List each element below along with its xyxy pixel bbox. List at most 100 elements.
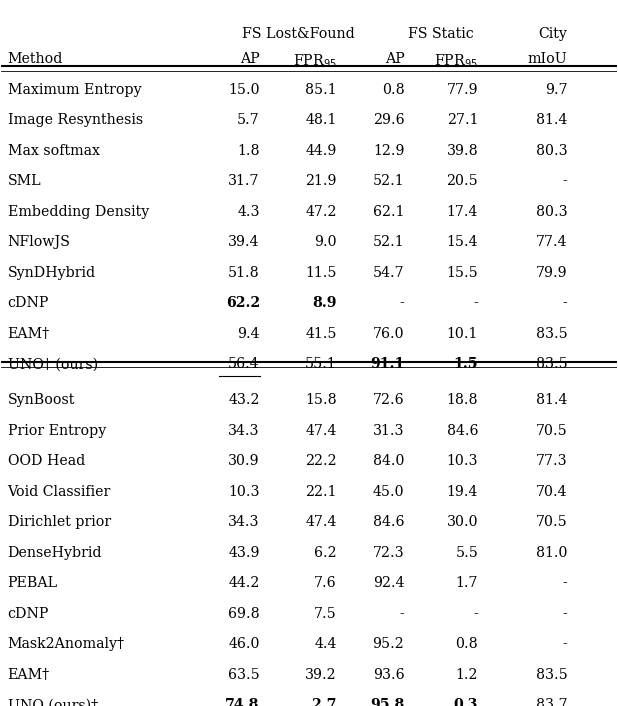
Text: 52.1: 52.1 bbox=[373, 174, 404, 189]
Text: 56.4: 56.4 bbox=[228, 357, 260, 371]
Text: 62.2: 62.2 bbox=[226, 297, 260, 311]
Text: 15.8: 15.8 bbox=[305, 393, 337, 407]
Text: -: - bbox=[473, 297, 478, 311]
Text: 44.2: 44.2 bbox=[229, 576, 260, 590]
Text: UNO (ours)†: UNO (ours)† bbox=[7, 698, 98, 706]
Text: 30.9: 30.9 bbox=[228, 454, 260, 468]
Text: 55.1: 55.1 bbox=[305, 357, 337, 371]
Text: 11.5: 11.5 bbox=[305, 265, 337, 280]
Text: 10.1: 10.1 bbox=[447, 327, 478, 341]
Text: cDNP: cDNP bbox=[7, 606, 49, 621]
Text: 72.6: 72.6 bbox=[373, 393, 404, 407]
Text: Embedding Density: Embedding Density bbox=[7, 205, 149, 219]
Text: 47.4: 47.4 bbox=[305, 515, 337, 530]
Text: -: - bbox=[562, 174, 567, 189]
Text: AP: AP bbox=[384, 52, 404, 66]
Text: 29.6: 29.6 bbox=[373, 113, 404, 127]
Text: 19.4: 19.4 bbox=[447, 484, 478, 498]
Text: 95.8: 95.8 bbox=[370, 698, 404, 706]
Text: 12.9: 12.9 bbox=[373, 144, 404, 157]
Text: 22.2: 22.2 bbox=[305, 454, 337, 468]
Text: 9.7: 9.7 bbox=[545, 83, 567, 97]
Text: 74.8: 74.8 bbox=[226, 698, 260, 706]
Text: 7.6: 7.6 bbox=[314, 576, 337, 590]
Text: DenseHybrid: DenseHybrid bbox=[7, 546, 102, 560]
Text: SML: SML bbox=[7, 174, 41, 189]
Text: 31.3: 31.3 bbox=[373, 424, 404, 438]
Text: 92.4: 92.4 bbox=[373, 576, 404, 590]
Text: 84.6: 84.6 bbox=[373, 515, 404, 530]
Text: 4.3: 4.3 bbox=[237, 205, 260, 219]
Text: 15.4: 15.4 bbox=[447, 235, 478, 249]
Text: 27.1: 27.1 bbox=[447, 113, 478, 127]
Text: 39.4: 39.4 bbox=[228, 235, 260, 249]
Text: 70.5: 70.5 bbox=[536, 515, 567, 530]
Text: 17.4: 17.4 bbox=[447, 205, 478, 219]
Text: 83.5: 83.5 bbox=[536, 327, 567, 341]
Text: 48.1: 48.1 bbox=[305, 113, 337, 127]
Text: 8.9: 8.9 bbox=[312, 297, 337, 311]
Text: 15.5: 15.5 bbox=[446, 265, 478, 280]
Text: PEBAL: PEBAL bbox=[7, 576, 57, 590]
Text: Max softmax: Max softmax bbox=[7, 144, 99, 157]
Text: Method: Method bbox=[7, 52, 63, 66]
Text: cDNP: cDNP bbox=[7, 297, 49, 311]
Text: -: - bbox=[400, 297, 404, 311]
Text: FS Static: FS Static bbox=[408, 28, 474, 42]
Text: 30.0: 30.0 bbox=[447, 515, 478, 530]
Text: SynBoost: SynBoost bbox=[7, 393, 75, 407]
Text: 10.3: 10.3 bbox=[447, 454, 478, 468]
Text: 52.1: 52.1 bbox=[373, 235, 404, 249]
Text: 93.6: 93.6 bbox=[373, 668, 404, 682]
Text: 83.5: 83.5 bbox=[536, 357, 567, 371]
Text: 81.0: 81.0 bbox=[536, 546, 567, 560]
Text: 84.0: 84.0 bbox=[373, 454, 404, 468]
Text: 5.7: 5.7 bbox=[237, 113, 260, 127]
Text: EAM†: EAM† bbox=[7, 668, 49, 682]
Text: 83.5: 83.5 bbox=[536, 668, 567, 682]
Text: 1.8: 1.8 bbox=[237, 144, 260, 157]
Text: 31.7: 31.7 bbox=[228, 174, 260, 189]
Text: 44.9: 44.9 bbox=[305, 144, 337, 157]
Text: Maximum Entropy: Maximum Entropy bbox=[7, 83, 141, 97]
Text: 95.2: 95.2 bbox=[373, 638, 404, 652]
Text: 91.1: 91.1 bbox=[370, 357, 404, 371]
Text: 20.5: 20.5 bbox=[446, 174, 478, 189]
Text: 0.8: 0.8 bbox=[382, 83, 404, 97]
Text: mIoU: mIoU bbox=[528, 52, 567, 66]
Text: 80.3: 80.3 bbox=[536, 205, 567, 219]
Text: 83.7: 83.7 bbox=[536, 698, 567, 706]
Text: 1.7: 1.7 bbox=[455, 576, 478, 590]
Text: -: - bbox=[562, 576, 567, 590]
Text: FS Lost&Found: FS Lost&Found bbox=[242, 28, 355, 42]
Text: 41.5: 41.5 bbox=[305, 327, 337, 341]
Text: UNO† (ours): UNO† (ours) bbox=[7, 357, 98, 371]
Text: 79.9: 79.9 bbox=[536, 265, 567, 280]
Text: 18.8: 18.8 bbox=[447, 393, 478, 407]
Text: 9.0: 9.0 bbox=[314, 235, 337, 249]
Text: 77.4: 77.4 bbox=[536, 235, 567, 249]
Text: NFlowJS: NFlowJS bbox=[7, 235, 70, 249]
Text: 10.3: 10.3 bbox=[228, 484, 260, 498]
Text: 1.2: 1.2 bbox=[455, 668, 478, 682]
Text: 39.8: 39.8 bbox=[447, 144, 478, 157]
Text: FPR$_{95}$: FPR$_{95}$ bbox=[293, 52, 337, 70]
Text: 70.5: 70.5 bbox=[536, 424, 567, 438]
Text: 70.4: 70.4 bbox=[536, 484, 567, 498]
Text: 34.3: 34.3 bbox=[228, 424, 260, 438]
Text: 80.3: 80.3 bbox=[536, 144, 567, 157]
Text: 81.4: 81.4 bbox=[536, 113, 567, 127]
Text: 43.2: 43.2 bbox=[228, 393, 260, 407]
Text: 46.0: 46.0 bbox=[228, 638, 260, 652]
Text: FPR$_{95}$: FPR$_{95}$ bbox=[434, 52, 478, 70]
Text: 34.3: 34.3 bbox=[228, 515, 260, 530]
Text: 21.9: 21.9 bbox=[305, 174, 337, 189]
Text: 43.9: 43.9 bbox=[228, 546, 260, 560]
Text: 72.3: 72.3 bbox=[373, 546, 404, 560]
Text: Image Resynthesis: Image Resynthesis bbox=[7, 113, 143, 127]
Text: 85.1: 85.1 bbox=[305, 83, 337, 97]
Text: -: - bbox=[562, 606, 567, 621]
Text: 77.9: 77.9 bbox=[447, 83, 478, 97]
Text: 63.5: 63.5 bbox=[228, 668, 260, 682]
Text: SynDHybrid: SynDHybrid bbox=[7, 265, 96, 280]
